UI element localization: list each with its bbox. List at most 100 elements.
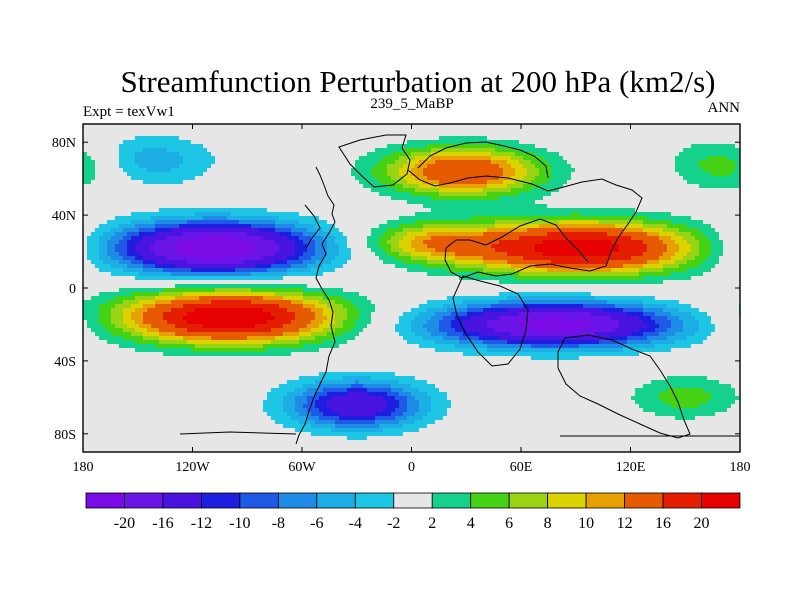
field-cell [735,204,740,209]
field-cell [239,188,244,193]
field-cell [707,172,712,177]
field-cell [295,192,300,197]
field-cell [219,192,224,197]
field-cell [431,232,436,237]
field-cell [539,148,544,153]
field-cell [599,220,604,225]
field-cell [363,232,368,237]
field-cell [471,164,476,169]
field-cell [399,200,404,205]
field-cell [419,228,424,233]
field-cell [247,128,252,133]
field-cell [279,204,284,209]
field-cell [311,160,316,165]
field-cell [363,212,368,217]
field-cell [231,212,236,217]
field-cell [183,220,188,225]
field-cell [511,180,516,185]
field-cell [123,128,128,133]
field-cell [251,228,256,233]
field-cell [631,192,636,197]
field-cell [491,196,496,201]
field-cell [343,232,348,237]
field-cell [655,172,660,177]
field-cell [335,160,340,165]
field-cell [367,228,372,233]
field-cell [571,200,576,205]
field-cell [235,176,240,181]
field-cell [503,220,508,225]
field-cell [111,200,116,205]
field-cell [175,124,180,129]
field-cell [423,176,428,181]
field-cell [687,168,692,173]
field-cell [547,212,552,217]
field-cell [631,156,636,161]
field-cell [623,208,628,213]
field-cell [95,184,100,189]
field-cell [371,224,376,229]
field-cell [427,196,432,201]
field-cell [603,220,608,225]
field-cell [95,168,100,173]
field-cell [111,156,116,161]
field-cell [347,128,352,133]
field-cell [131,200,136,205]
field-cell [139,188,144,193]
field-cell [171,144,176,149]
field-cell [387,164,392,169]
field-cell [655,208,660,213]
field-cell [607,136,612,141]
field-cell [731,196,736,201]
field-cell [311,164,316,169]
field-cell [531,124,536,129]
field-cell [351,232,356,237]
field-cell [339,180,344,185]
field-cell [463,200,468,205]
field-cell [559,156,564,161]
field-cell [103,224,108,229]
field-cell [595,212,600,217]
field-cell [351,172,356,177]
field-cell [567,240,572,245]
field-cell [447,172,452,177]
field-cell [655,196,660,201]
field-cell [299,188,304,193]
field-cell [167,184,172,189]
field-cell [515,132,520,137]
field-cell [403,144,408,149]
field-cell [155,200,160,205]
field-cell [203,148,208,153]
field-cell [163,152,168,157]
field-cell [655,132,660,137]
field-cell [467,208,472,213]
field-cell [483,224,488,229]
field-cell [259,188,264,193]
field-cell [187,152,192,157]
field-cell [731,176,736,181]
field-cell [659,232,664,237]
field-cell [679,132,684,137]
field-cell [727,168,732,173]
field-cell [511,192,516,197]
field-cell [423,224,428,229]
field-cell [643,212,648,217]
field-cell [91,236,96,241]
field-cell [611,212,616,217]
field-cell [531,240,536,245]
field-cell [251,208,256,213]
field-cell [167,156,172,161]
field-cell [643,136,648,141]
field-cell [167,124,172,129]
field-cell [523,172,528,177]
field-cell [435,208,440,213]
field-cell [163,172,168,177]
field-cell [83,228,88,233]
field-cell [91,240,96,245]
field-cell [99,172,104,177]
field-cell [155,212,160,217]
field-cell [579,168,584,173]
field-cell [679,232,684,237]
field-cell [487,136,492,141]
field-cell [231,176,236,181]
